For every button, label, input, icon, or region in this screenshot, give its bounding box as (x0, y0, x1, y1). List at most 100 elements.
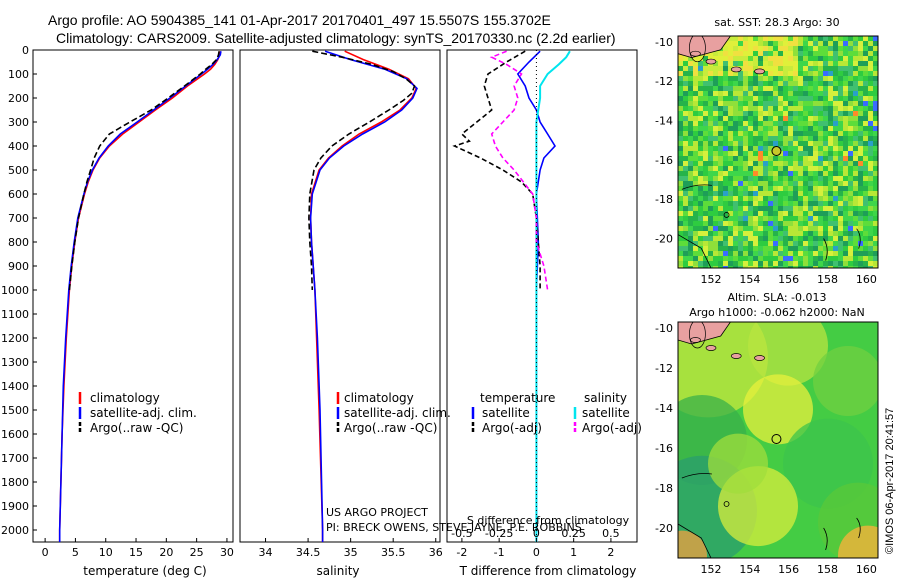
sst-cell (783, 231, 788, 236)
sst-cell (843, 76, 848, 81)
sst-cell (698, 56, 703, 61)
sst-cell (843, 71, 848, 76)
sst-cell (843, 66, 848, 71)
sst-cell (823, 221, 828, 226)
sst-cell (743, 46, 748, 51)
sst-cell (753, 256, 758, 261)
sst-cell (778, 256, 783, 261)
sst-cell (793, 111, 798, 116)
sst-cell (713, 261, 718, 266)
sst-cell (788, 246, 793, 251)
sst-cell (803, 166, 808, 171)
sst-cell (783, 221, 788, 226)
sst-cell (758, 36, 763, 41)
sst-cell (763, 46, 768, 51)
sst-cell (758, 246, 763, 251)
sst-cell (723, 211, 728, 216)
sst-cell (728, 86, 733, 91)
sst-cell (703, 66, 708, 71)
sst-cell (768, 126, 773, 131)
sst-cell (703, 161, 708, 166)
sst-cell (873, 81, 878, 86)
difference-x-tick-label: 0 (533, 546, 540, 559)
sst-cell (793, 266, 798, 268)
sst-cell (848, 226, 853, 231)
sst-cell (808, 211, 813, 216)
sst-cell (773, 106, 778, 111)
sst-cell (688, 56, 693, 61)
sst-cell (803, 226, 808, 231)
sst-cell (853, 261, 858, 266)
bathymetry-contour (681, 184, 861, 261)
sst-cell (808, 246, 813, 251)
sst-cell (758, 76, 763, 81)
sst-cell (798, 201, 803, 206)
sst-cell (823, 216, 828, 221)
sst-cell (843, 141, 848, 146)
sst-cell (753, 196, 758, 201)
sst-cell (783, 256, 788, 261)
sst-cell (763, 256, 768, 261)
sst-cell (838, 121, 843, 126)
sst-cell (683, 246, 688, 251)
sst-cell (688, 191, 693, 196)
sst-cell (853, 121, 858, 126)
sst-cell (678, 151, 683, 156)
sst-cell (823, 156, 828, 161)
sst-cell (753, 251, 758, 256)
sst-cell (728, 151, 733, 156)
sst-cell (818, 36, 823, 41)
sst-cell (758, 181, 763, 186)
sst-cell (758, 266, 763, 268)
sst-cell (863, 86, 868, 91)
sst-cell (693, 61, 698, 66)
sst-cell (703, 231, 708, 236)
sst-cell (798, 131, 803, 136)
sst-cell (733, 246, 738, 251)
sst-cell (763, 131, 768, 136)
sst-cell (768, 71, 773, 76)
sst-cell (723, 236, 728, 241)
sst-cell (728, 96, 733, 101)
sst-cell (733, 56, 738, 61)
sst-cell (788, 216, 793, 221)
sst-cell (718, 121, 723, 126)
depth-tick-label: 100 (8, 68, 29, 81)
sst-cell (858, 226, 863, 231)
sst-cell (733, 266, 738, 268)
sst-cell (768, 186, 773, 191)
sst-cell (868, 226, 873, 231)
sst-cell (718, 186, 723, 191)
temperature-x-tick-label: 5 (72, 546, 79, 559)
sst-cell (758, 116, 763, 121)
sst-cell (843, 201, 848, 206)
sst-cell (743, 121, 748, 126)
sst-cell (723, 151, 728, 156)
sst-cell (728, 61, 733, 66)
sst-cell (783, 181, 788, 186)
sst-cell (688, 71, 693, 76)
sst-cell (863, 211, 868, 216)
sst-cell (723, 201, 728, 206)
sst-cell (753, 36, 758, 41)
sst-cell (683, 206, 688, 211)
sst-cell (813, 121, 818, 126)
header-line-1: Argo profile: AO 5904385_141 01-Apr-2017… (48, 12, 551, 28)
sst-cell (758, 46, 763, 51)
sst-cell (713, 76, 718, 81)
sst-cell (718, 206, 723, 211)
sst-cell (693, 251, 698, 256)
sst-cell (813, 171, 818, 176)
sst-cell (768, 146, 773, 151)
sst-cell (728, 141, 733, 146)
sst-cell (858, 116, 863, 121)
depth-tick-label: 500 (8, 164, 29, 177)
sst-cell (873, 261, 878, 266)
sst-cell (768, 236, 773, 241)
sst-cell (703, 126, 708, 131)
sst-cell (863, 226, 868, 231)
sst-cell (778, 166, 783, 171)
sst-cell (843, 246, 848, 251)
sst-cell (728, 106, 733, 111)
sst-cell (843, 161, 848, 166)
